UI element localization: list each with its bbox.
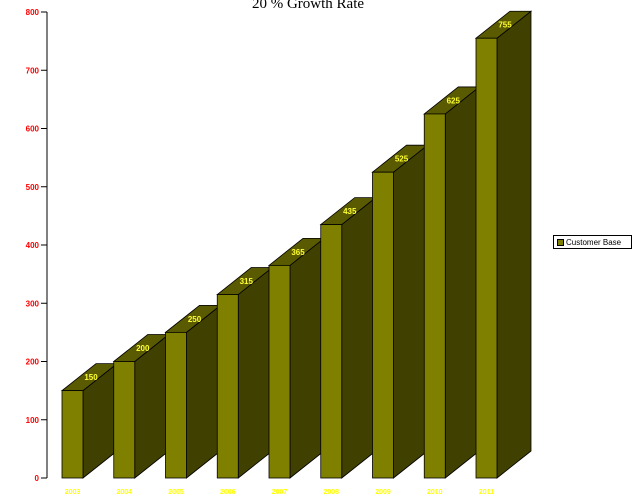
bar-2004 <box>112 333 170 479</box>
bar-side <box>237 266 273 479</box>
bar-front <box>475 37 498 479</box>
data-label: 365 <box>291 248 305 257</box>
bar-front <box>61 390 84 479</box>
data-label: 250 <box>188 315 202 324</box>
bar-2010 <box>423 86 481 479</box>
x-tick-label: 2011 <box>479 489 494 496</box>
bar-2011 <box>474 10 533 479</box>
bar-side <box>341 196 377 479</box>
legend-swatch <box>557 238 564 246</box>
bar-front <box>268 264 291 479</box>
bar-side <box>289 237 325 479</box>
bar-2003 <box>60 362 119 479</box>
x-tick-label: 2008 <box>323 489 339 496</box>
bar-front <box>320 224 343 479</box>
bar-front <box>113 361 136 479</box>
x-tick-label: 2004 <box>116 489 132 496</box>
data-label: 625 <box>447 96 461 105</box>
bar-side <box>444 86 480 479</box>
x-tick-label: 2007 <box>272 489 288 496</box>
bar-front <box>165 331 187 479</box>
data-label: 755 <box>498 21 512 30</box>
bar-2008 <box>319 196 377 479</box>
y-tick-label: 800 <box>26 8 40 17</box>
y-tick-label: 400 <box>26 241 40 250</box>
chart-title: 20 % Growth Rate <box>252 0 364 12</box>
y-tick-label: 0 <box>35 474 40 483</box>
x-tick-label: 2009 <box>375 489 391 496</box>
data-label: 435 <box>343 207 357 216</box>
x-tick-label: 2006 <box>220 489 236 496</box>
bar-front <box>216 294 239 479</box>
y-tick-label: 600 <box>26 125 40 134</box>
bar-side <box>393 144 428 479</box>
bar-side <box>186 304 221 479</box>
bar-2006 <box>216 266 274 479</box>
bar-front <box>372 171 394 479</box>
bar-side <box>496 10 532 479</box>
bar-2005 <box>164 304 222 479</box>
data-label: 525 <box>395 155 409 164</box>
y-tick-label: 200 <box>26 358 40 367</box>
bar-2007 <box>267 237 326 479</box>
legend: Customer Base <box>553 235 632 249</box>
data-label: 315 <box>240 277 254 286</box>
data-label: 150 <box>84 373 98 382</box>
x-tick-label: 2003 <box>65 489 81 496</box>
x-tick-label: 2005 <box>168 489 184 496</box>
bar-2009 <box>371 144 429 479</box>
y-tick-label: 500 <box>26 183 40 192</box>
y-tick-label: 700 <box>26 66 40 75</box>
legend-label: Customer Base <box>566 237 622 247</box>
y-tick-label: 300 <box>26 299 40 308</box>
bar-front <box>423 113 446 479</box>
x-tick-label: 2010 <box>427 489 443 496</box>
data-label: 200 <box>136 344 150 353</box>
y-tick-label: 100 <box>26 416 40 425</box>
